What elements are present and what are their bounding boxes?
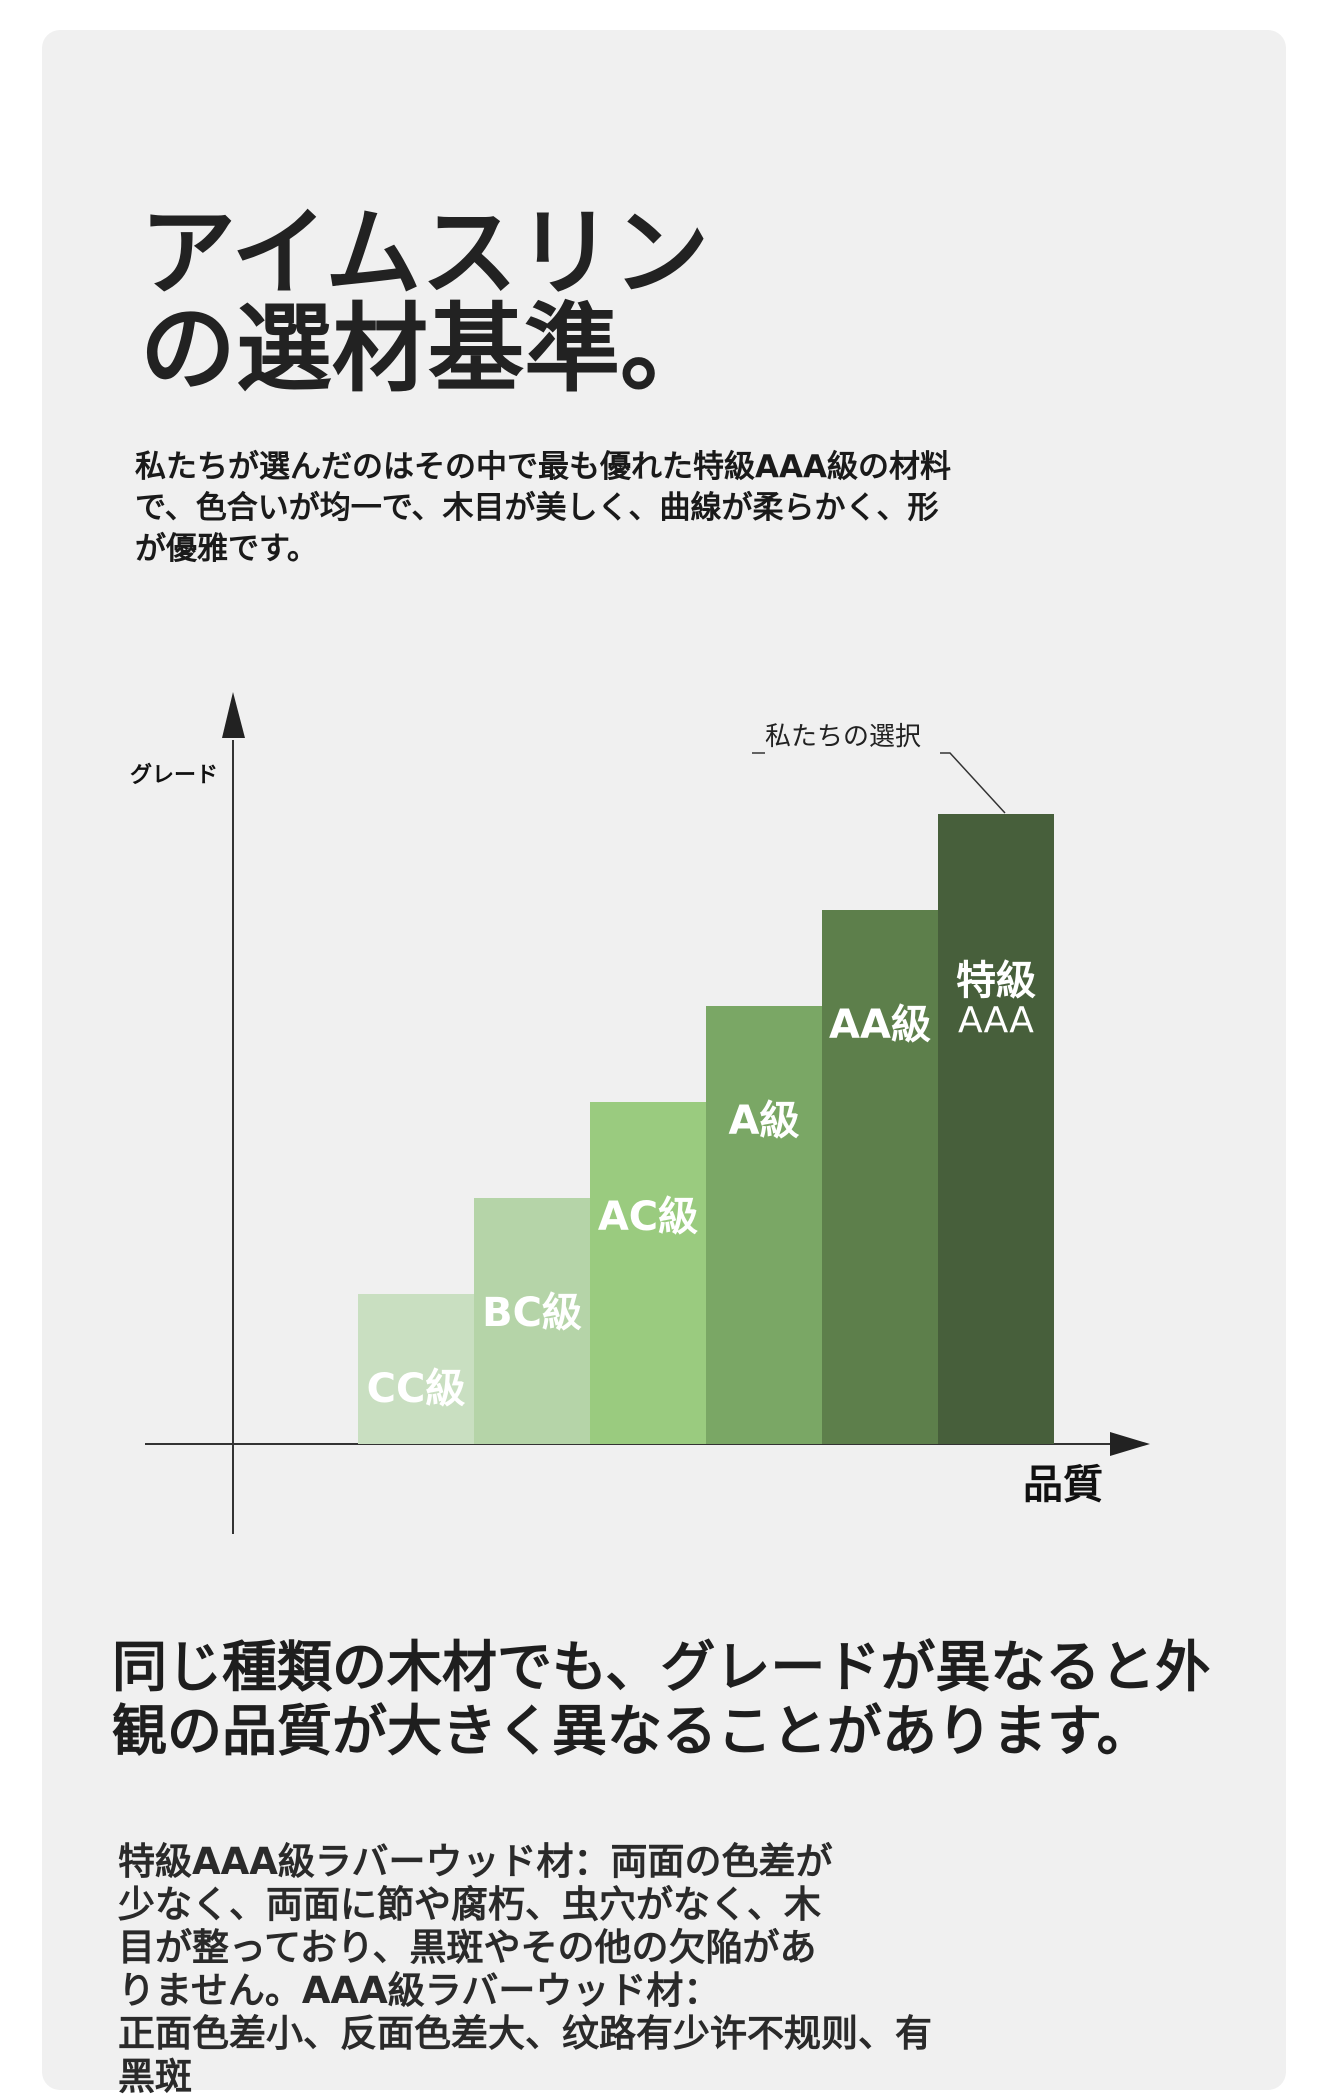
bar-3 <box>590 1102 706 1444</box>
bar-label-5: AA級 <box>829 1002 931 1048</box>
bar-label-2: BC級 <box>482 1290 582 1336</box>
bar-2 <box>474 1198 590 1444</box>
page-title: アイムスリン の選材基準。 <box>140 197 716 405</box>
y-axis-arrow <box>222 692 245 738</box>
y-axis-label: グレード <box>130 762 218 788</box>
bar-label-6-line-2: AAA <box>958 1000 1034 1041</box>
bar-1 <box>358 1294 474 1444</box>
bar-4 <box>706 1006 822 1444</box>
bar-label-4: A級 <box>729 1098 800 1144</box>
x-axis-arrow <box>1110 1432 1150 1456</box>
bar-label-3: AC級 <box>598 1194 698 1240</box>
bar-5 <box>822 910 938 1444</box>
content-card <box>42 30 1286 2090</box>
bar-label-1: CC級 <box>367 1366 466 1412</box>
bar-label-6-line-1: 特級 <box>956 958 1036 1004</box>
comparison-headline: 同じ種類の木材でも、グレードが異なると外 観の品質が大きく異なることがあります。 <box>112 1635 1211 1763</box>
x-axis-label: 品質 <box>1023 1462 1103 1508</box>
selection-callout: 私たちの選択 <box>752 722 1006 814</box>
callout-leader-line <box>940 752 1006 814</box>
bar-6 <box>938 814 1054 1444</box>
grade-description: 特級AAA級ラバーウッド材：両面の色差が 少なく、両面に節や腐朽、虫穴がなく、木… <box>118 1840 932 2098</box>
callout-label: 私たちの選択 <box>765 722 921 752</box>
intro-text: 私たちが選んだのはその中で最も優れた特級AAA級の材料 で、色合いが均一で、木目… <box>135 449 951 567</box>
